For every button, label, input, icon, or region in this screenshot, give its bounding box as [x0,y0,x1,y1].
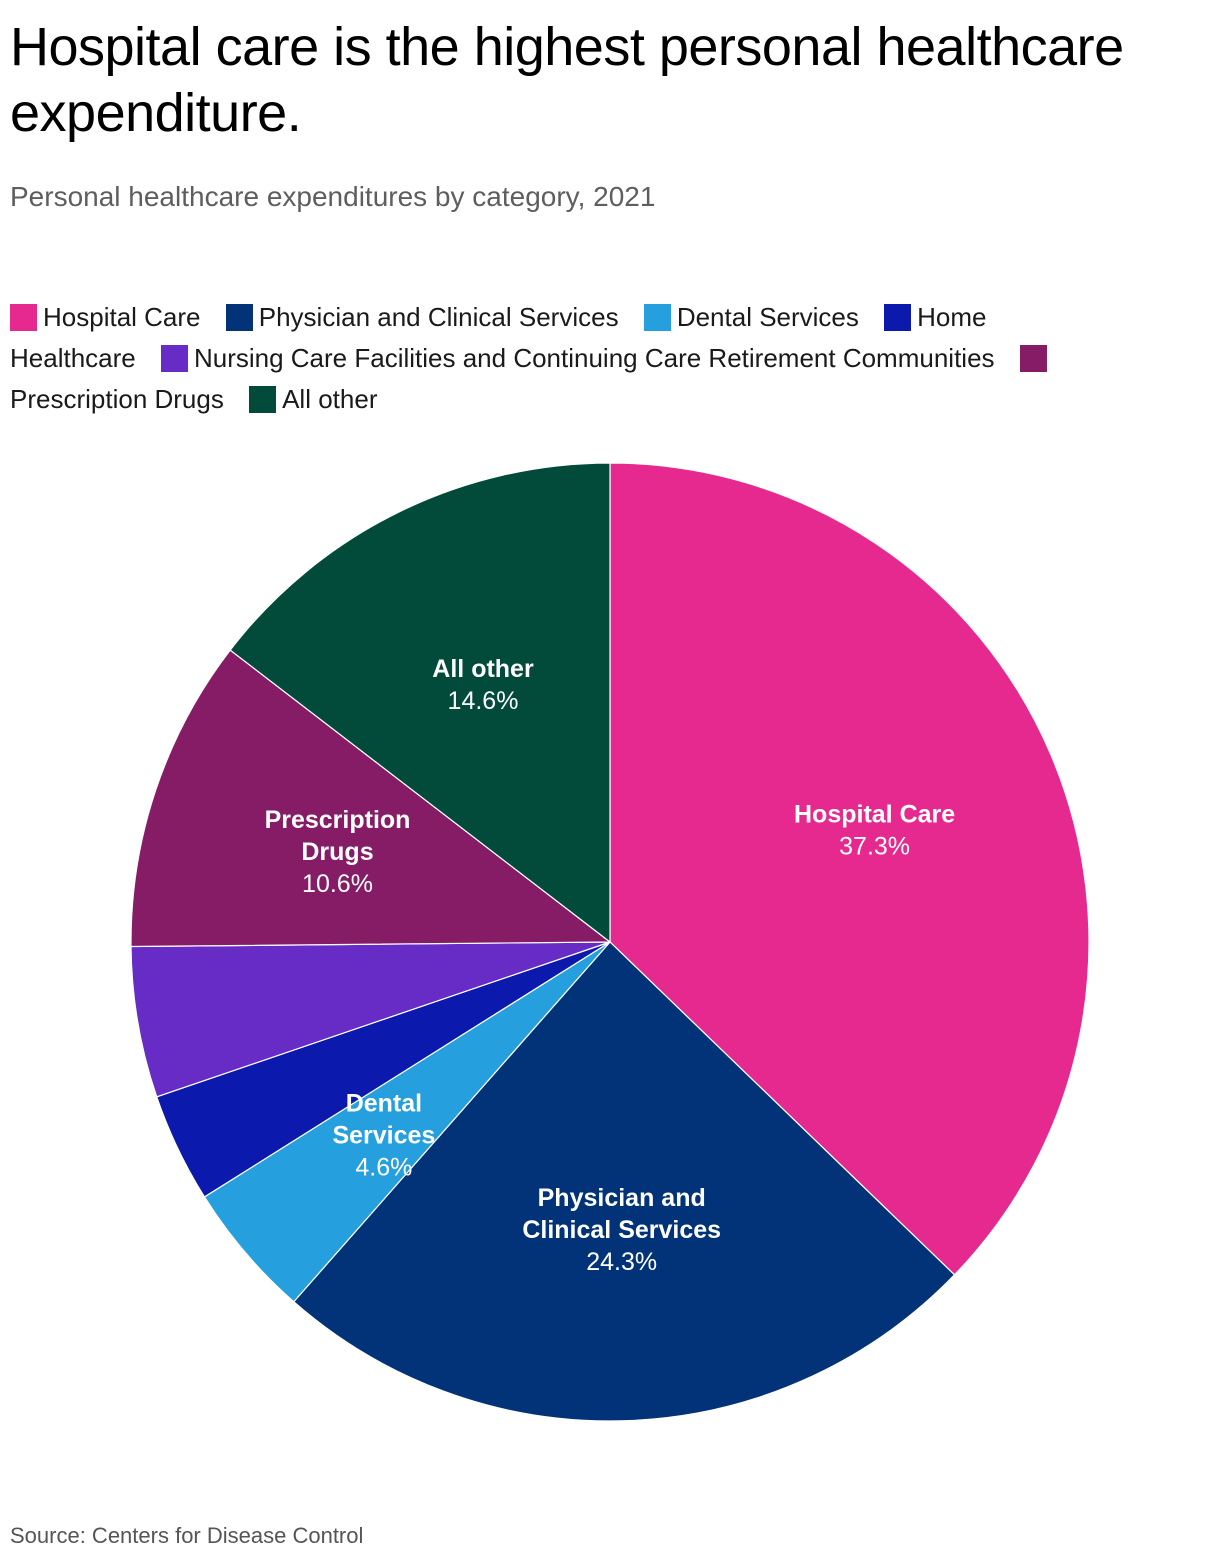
slice-name-label: Dental [346,1090,422,1118]
slice-name-label: Clinical Services [522,1216,721,1244]
legend-swatch [249,386,277,413]
slice-label-hospital-care: Hospital Care 37.3% [794,801,955,861]
slice-value-label: 24.3% [586,1248,657,1276]
legend-item-all-other: All other [249,384,377,414]
slice-label-all-other: All other 14.6% [432,655,534,715]
pie-slice-prescription-drugs [130,649,612,948]
slice-name-label: All other [432,655,534,683]
slice-value-label: 4.6% [355,1154,412,1182]
legend-label: Nursing Care Facilities and Continuing C… [193,343,995,373]
slice-name-label: Services [332,1122,435,1150]
legend-label: All other [282,384,378,414]
legend-swatch [643,304,671,331]
pie-chart: Hospital Care 37.3% Physician and Clinical … [130,462,1090,1422]
legend-item-physician-and-clinical-services: Physician and Clinical Services [225,302,619,332]
slice-name-label: Physician and [538,1184,706,1212]
pie-slice-nursing-care-facilities-and-continuing-care-retirement-communities [130,941,611,1098]
pie-slice-all-other [229,462,611,944]
pie-slice-hospital-care [609,462,1090,1276]
legend-label: Prescription Drugs [10,384,224,414]
chart-title: Hospital care is the highest personal he… [10,17,1124,143]
slice-label-dental-services: Dental Services 4.6% [332,1090,435,1182]
legend-item-nursing-care-facilities-and-continuing-care-retirement-communities: Nursing Care Facilities and Continuing C… [160,343,995,373]
chart-subtitle: Personal healthcare expenditures by cate… [10,181,656,212]
slice-value-label: 14.6% [448,687,519,715]
legend-swatch [884,304,912,331]
legend-label: Hospital Care [43,302,201,332]
slice-value-label: 10.6% [302,870,373,898]
legend-item-home-healthcare: Home Healthcare [10,302,986,373]
legend-swatch [1019,345,1047,372]
legend-swatch [160,345,188,372]
legend-label: Dental Services [676,302,859,332]
legend-label: Physician and Clinical Services [258,302,619,332]
legend-swatch [10,304,37,331]
source-note: Source: Centers for Disease Control [10,1523,364,1548]
pie-slice-physician-and-clinical-services [292,941,956,1422]
legend-item-dental-services: Dental Services [643,302,859,332]
slice-name-label: Drugs [301,838,373,866]
chart-legend: Hospital Care Physician and Clinical Ser… [10,297,1110,420]
slice-value-label: 37.3% [839,833,910,861]
legend-swatch [225,304,253,331]
slice-name-label: Prescription [265,806,411,834]
slice-label-physician-and-clinical-services: Physician and Clinical Services 24.3% [522,1184,721,1276]
legend-item-prescription-drugs: Prescription Drugs [10,343,1053,414]
slice-name-label: Hospital Care [794,801,955,829]
legend-item-hospital-care: Hospital Care [10,302,201,332]
slice-label-prescription-drugs: Prescription Drugs 10.6% [265,806,411,898]
legend-label: Home Healthcare [10,302,987,373]
